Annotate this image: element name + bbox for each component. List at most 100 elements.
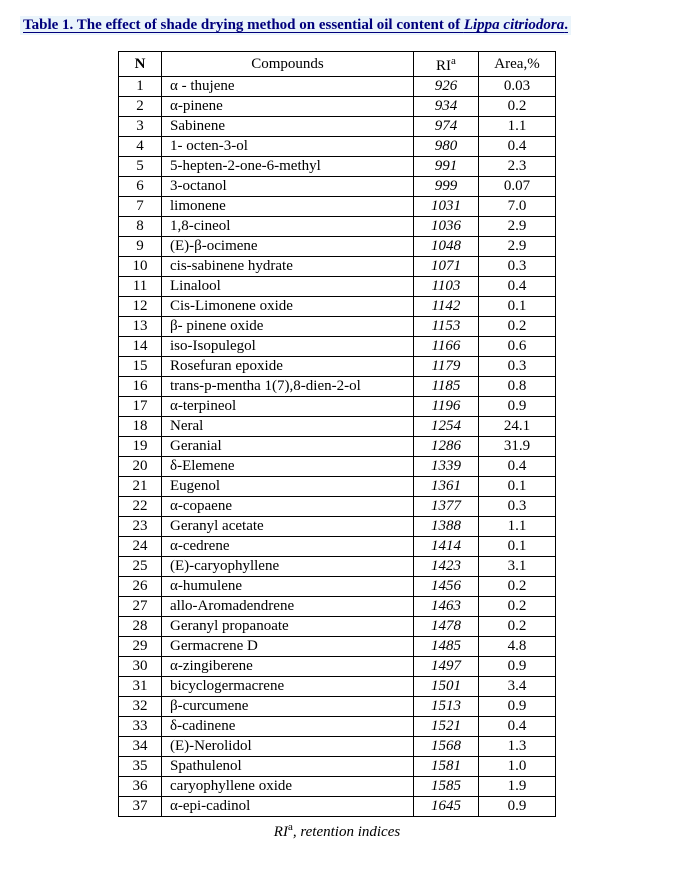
cell-compound: α-copaene [162,497,414,517]
cell-n: 32 [119,697,162,717]
cell-compound: iso-Isopulegol [162,337,414,357]
cell-ri: 1377 [414,497,479,517]
cell-area: 0.2 [479,317,556,337]
table-row: 9 (E)-β-ocimene10482.9 [119,237,556,257]
cell-area: 0.4 [479,277,556,297]
cell-n: 1 [119,77,162,97]
cell-n: 33 [119,717,162,737]
cell-n: 4 [119,137,162,157]
cell-ri: 1361 [414,477,479,497]
cell-area: 1.0 [479,757,556,777]
cell-compound: Germacrene D [162,637,414,657]
cell-ri: 1478 [414,617,479,637]
cell-area: 0.4 [479,717,556,737]
table-header-row: N Compounds RIa Area,% [119,52,556,77]
table-row: 37α-epi-cadinol16450.9 [119,797,556,817]
cell-area: 0.2 [479,617,556,637]
table-row: 36caryophyllene oxide15851.9 [119,777,556,797]
cell-n: 13 [119,317,162,337]
cell-ri: 1456 [414,577,479,597]
compounds-table: N Compounds RIa Area,% 1α - thujene9260.… [118,51,556,817]
cell-compound: α-humulene [162,577,414,597]
table-row: 63-octanol9990.07 [119,177,556,197]
table-row: 13β- pinene oxide11530.2 [119,317,556,337]
cell-area: 2.3 [479,157,556,177]
cell-compound: β-curcumene [162,697,414,717]
cell-area: 0.9 [479,797,556,817]
cell-compound: Spathulenol [162,757,414,777]
cell-compound: Geranyl propanoate [162,617,414,637]
header-n: N [119,52,162,77]
table-row: 33δ-cadinene15210.4 [119,717,556,737]
cell-n: 23 [119,517,162,537]
cell-n: 35 [119,757,162,777]
cell-area: 0.8 [479,377,556,397]
cell-n: 15 [119,357,162,377]
cell-ri: 1521 [414,717,479,737]
cell-compound: δ-cadinene [162,717,414,737]
cell-n: 2 [119,97,162,117]
table-row: 29Germacrene D14854.8 [119,637,556,657]
cell-compound: (E)-Nerolidol [162,737,414,757]
cell-compound: Sabinene [162,117,414,137]
cell-n: 12 [119,297,162,317]
cell-ri: 1031 [414,197,479,217]
cell-area: 1.1 [479,517,556,537]
cell-area: 0.3 [479,257,556,277]
cell-ri: 1497 [414,657,479,677]
cell-n: 14 [119,337,162,357]
cell-ri: 1071 [414,257,479,277]
cell-area: 1.3 [479,737,556,757]
cell-n: 30 [119,657,162,677]
header-ri: RIa [414,52,479,77]
cell-compound: β- pinene oxide [162,317,414,337]
cell-area: 0.2 [479,577,556,597]
cell-area: 1.9 [479,777,556,797]
cell-area: 0.6 [479,337,556,357]
table-row: 19Geranial128631.9 [119,437,556,457]
cell-area: 0.2 [479,97,556,117]
cell-compound: Cis-Limonene oxide [162,297,414,317]
table-row: 24α-cedrene14140.1 [119,537,556,557]
cell-compound: cis-sabinene hydrate [162,257,414,277]
cell-ri: 1048 [414,237,479,257]
table-row: 41- octen-3-ol9800.4 [119,137,556,157]
header-compounds: Compounds [162,52,414,77]
cell-area: 0.03 [479,77,556,97]
table-row: 22α-copaene13770.3 [119,497,556,517]
table-row: 26α-humulene14560.2 [119,577,556,597]
cell-compound: δ-Elemene [162,457,414,477]
table-row: 34 (E)-Nerolidol15681.3 [119,737,556,757]
table-row: 27allo-Aromadendrene14630.2 [119,597,556,617]
table-row: 28Geranyl propanoate14780.2 [119,617,556,637]
cell-area: 4.8 [479,637,556,657]
cell-area: 1.1 [479,117,556,137]
cell-ri: 999 [414,177,479,197]
cell-n: 17 [119,397,162,417]
cell-ri: 980 [414,137,479,157]
caption-prefix: Table 1. The effect of shade drying meth… [23,17,464,33]
cell-area: 0.1 [479,537,556,557]
cell-n: 20 [119,457,162,477]
table-row: 31bicyclogermacrene15013.4 [119,677,556,697]
cell-area: 31.9 [479,437,556,457]
cell-ri: 1142 [414,297,479,317]
cell-n: 37 [119,797,162,817]
cell-compound: 5-hepten-2-one-6-methyl [162,157,414,177]
table-row: 32β-curcumene15130.9 [119,697,556,717]
cell-ri: 1153 [414,317,479,337]
cell-area: 0.3 [479,497,556,517]
cell-ri: 1286 [414,437,479,457]
cell-compound: (E)-caryophyllene [162,557,414,577]
table-row: 10cis-sabinene hydrate10710.3 [119,257,556,277]
table-row: 17α-terpineol11960.9 [119,397,556,417]
cell-compound: Eugenol [162,477,414,497]
cell-area: 0.1 [479,297,556,317]
cell-n: 26 [119,577,162,597]
cell-area: 0.9 [479,397,556,417]
cell-ri: 1179 [414,357,479,377]
cell-ri: 991 [414,157,479,177]
cell-n: 9 [119,237,162,257]
cell-ri: 1423 [414,557,479,577]
cell-n: 3 [119,117,162,137]
